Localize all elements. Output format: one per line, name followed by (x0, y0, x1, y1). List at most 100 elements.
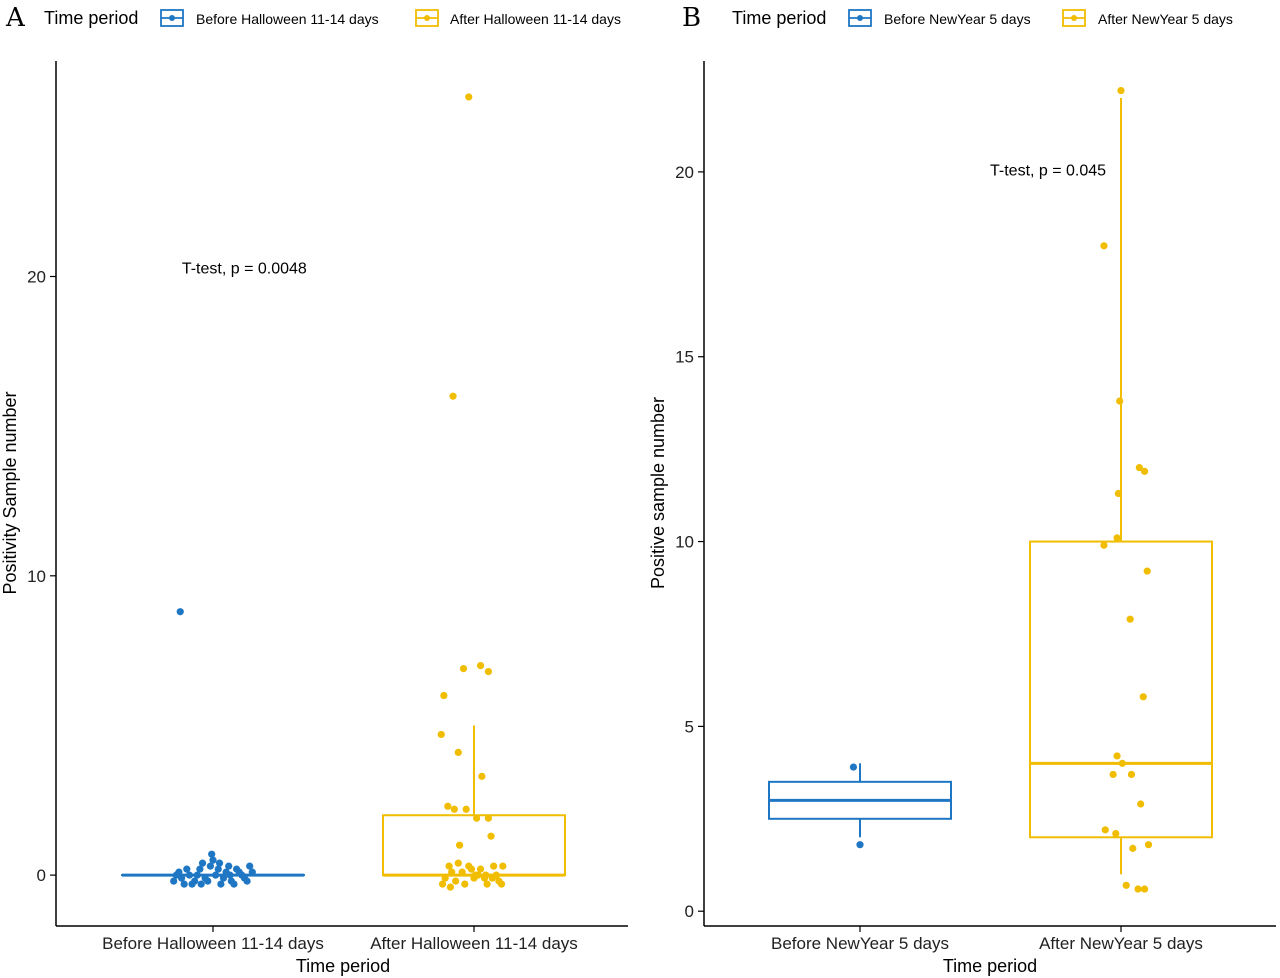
panel-a-point-after (484, 814, 493, 822)
panel-b-point-after (1143, 567, 1151, 575)
panel-a-point-before (177, 874, 186, 882)
box-iqr (382, 814, 566, 877)
panel-a-point-after (461, 880, 469, 888)
panel-a-point-after (484, 667, 493, 676)
panel-b-x-tick-label: Before NewYear 5 days (771, 934, 949, 953)
panel-b-point-after (1140, 467, 1149, 475)
panel-b-point-before (849, 763, 858, 771)
panel-a-point-after (473, 814, 481, 822)
panel-a-point-before (209, 856, 217, 864)
panel-b-point-after (1100, 242, 1108, 250)
panel-a-x-axis-title: Time period (296, 956, 390, 976)
panel-b-legend-label-before: Before NewYear 5 days (884, 11, 1031, 27)
panel-b-point-before (856, 841, 864, 849)
panel-a-point-before (193, 871, 201, 879)
panel-b-y-axis-title: Positive sample number (648, 397, 668, 589)
panel-b-point-after (1109, 770, 1117, 779)
panel-a-point-before (240, 874, 249, 882)
panel-a-point-after (465, 862, 473, 870)
panel-a-point-after (458, 868, 466, 876)
panel-a-boxplot-after (382, 725, 566, 877)
panel-b-point-after (1117, 86, 1125, 95)
panel-b-point-after (1135, 464, 1143, 472)
panel-a-legend-title: Time period (44, 8, 138, 28)
panel-a-y-tick-label: 20 (27, 268, 46, 287)
panel-b-point-after (1137, 800, 1145, 808)
panel-b-point-after (1101, 826, 1109, 834)
panel-a-point-before (185, 871, 194, 879)
panel-a-x-tick-label: Before Halloween 11-14 days (102, 934, 324, 953)
panel-b-x-axis: Before NewYear 5 days After NewYear 5 da… (704, 925, 1276, 953)
panel-a-point-before (172, 871, 180, 879)
panel-b-y-tick-label: 20 (675, 163, 694, 182)
panel-b-boxplot-before (768, 763, 952, 838)
panel-a-point-after (446, 883, 455, 891)
panel-a-legend-label-after: After Halloween 11-14 days (450, 11, 621, 27)
panel-a-x-axis: Before Halloween 11-14 days After Hallow… (56, 925, 628, 953)
panel-a-y-axis: 0 10 20 (27, 61, 57, 926)
panel-a-point-before (212, 871, 220, 879)
box-iqr (1029, 540, 1213, 839)
panel-a-point-before (246, 862, 254, 870)
panel-b: B Time period Before NewYear 5 days Afte… (648, 3, 1276, 976)
panel-b-legend-key-after (1062, 9, 1086, 27)
panel-a-point-after (455, 841, 464, 849)
panel-a-point-after (454, 859, 462, 867)
panel-b-y-tick-label: 10 (675, 533, 694, 552)
panel-b-y-tick-label: 5 (685, 717, 694, 736)
panel-b-point-after (1127, 770, 1136, 779)
panel-a-x-tick-label: After Halloween 11-14 days (370, 934, 578, 953)
panel-a-point-before (198, 859, 207, 867)
panel-a-legend-key-after (415, 9, 439, 27)
panel-b-point-after (1118, 759, 1126, 767)
panel-a-point-after (476, 865, 485, 873)
panel-b-point-after (1113, 534, 1121, 542)
panel-a-point-before (176, 608, 184, 616)
panel-b-point-after (1100, 541, 1108, 549)
panel-a-point-before (196, 865, 204, 873)
panel-a-point-after (437, 730, 445, 739)
panel-a-point-before (215, 859, 224, 867)
panel-a-point-after (440, 691, 448, 700)
panel-a-point-before (204, 877, 212, 885)
panel-a-point-after (441, 874, 449, 882)
panel-a-letter: A (5, 3, 26, 33)
panel-a-point-after (487, 832, 495, 840)
panel-b-y-axis: 0 5 10 15 20 (675, 61, 705, 926)
panel-a-point-before (219, 874, 228, 882)
panel-a-legend-key-before (160, 9, 184, 27)
panel-a-point-before (217, 880, 225, 888)
panel-b-point-after (1139, 693, 1147, 701)
panel-a-legend: Time period Before Halloween 11-14 days … (44, 8, 621, 28)
panel-a-point-after (488, 874, 496, 882)
panel-b-point-after (1114, 489, 1122, 498)
panel-b-point-after (1112, 829, 1120, 838)
panel-a-point-after (482, 871, 490, 879)
panel-b-x-tick-label: After NewYear 5 days (1039, 934, 1203, 953)
panel-b-legend-label-after: After NewYear 5 days (1098, 11, 1233, 27)
panel-a-point-after (483, 880, 491, 888)
panel-b-y-tick-label: 15 (675, 348, 694, 367)
panel-a-legend-label-before: Before Halloween 11-14 days (196, 11, 379, 27)
panel-a-point-before (235, 868, 243, 876)
panel-a-point-after (459, 664, 468, 673)
panel-a-point-after (471, 871, 479, 879)
panel-a-point-before (183, 865, 191, 873)
panel-a-point-after (490, 862, 498, 870)
panel-b-y-tick-label: 0 (685, 902, 694, 921)
panel-a-point-after (450, 805, 458, 813)
panel-a-point-before (214, 865, 222, 873)
panel-b-legend: Time period Before NewYear 5 days After … (732, 8, 1233, 28)
panel-b-point-after (1134, 885, 1142, 893)
panel-a: A Time period Before Halloween 11-14 day… (0, 3, 628, 976)
panel-b-point-after (1126, 615, 1134, 623)
panel-b-point-after (1140, 885, 1149, 893)
panel-a-point-after (452, 877, 460, 885)
panel-a-point-after (449, 392, 457, 400)
panel-a-point-after (497, 880, 506, 888)
panel-a-point-before (226, 871, 234, 879)
panel-b-point-after (1113, 752, 1121, 760)
panel-a-point-before (208, 850, 216, 858)
panel-a-point-after (462, 805, 470, 813)
